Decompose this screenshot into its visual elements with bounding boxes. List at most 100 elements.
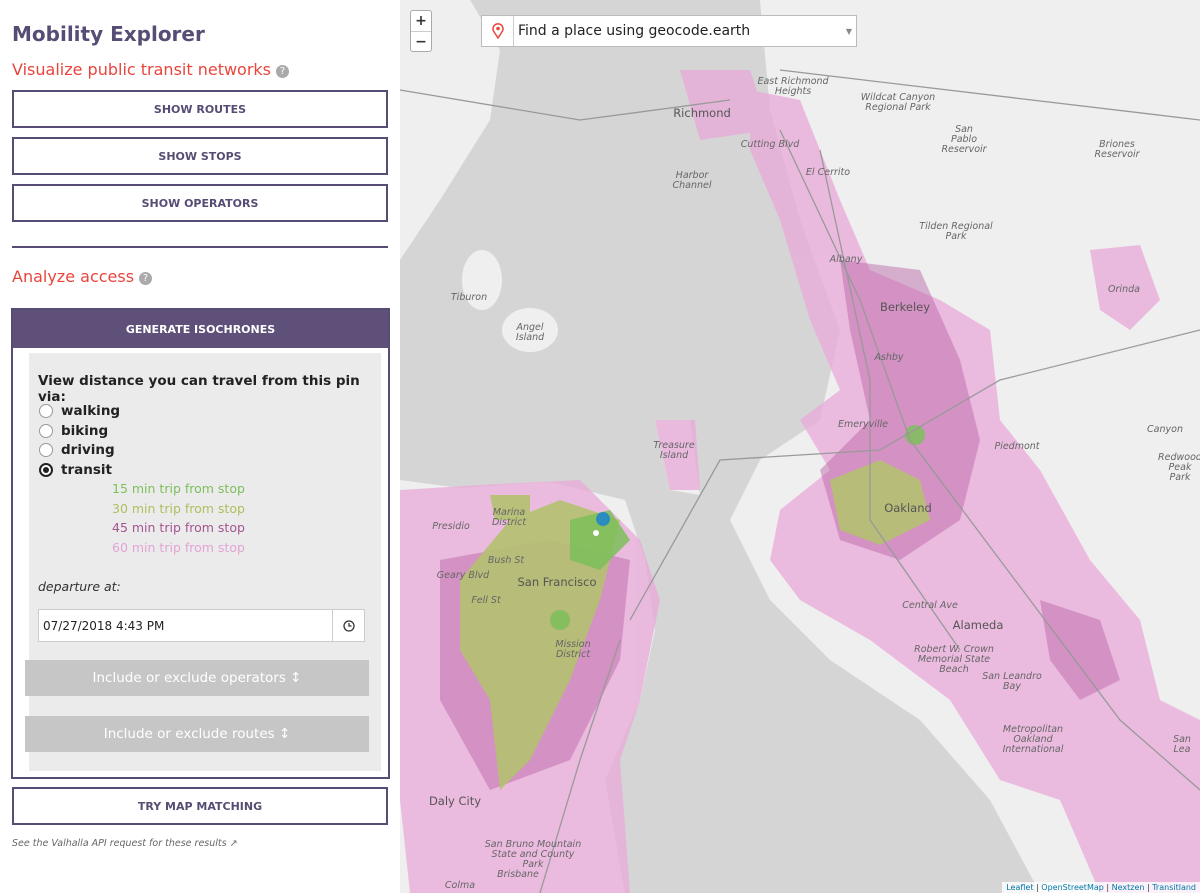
map-label: San Leandro Bay [982, 671, 1042, 692]
caret: ▼ [845, 26, 852, 36]
map-label: Briones Reservoir [1094, 139, 1140, 160]
departure-label: departure at: [38, 579, 121, 594]
legend-item: 30 min trip from stop [112, 500, 245, 516]
filter-button[interactable]: Include or exclude routes ↕ [25, 716, 369, 752]
attribution-link[interactable]: Nextzen [1111, 883, 1145, 892]
map-label: Colma [444, 880, 476, 891]
filter-button[interactable]: Include or exclude operators ↕ [25, 660, 369, 696]
map-label: Bush St [487, 555, 525, 566]
map-label: Cutting Blvd [740, 139, 800, 150]
mode-label: biking [61, 422, 109, 439]
mode-label: driving [61, 442, 115, 458]
section-heading: Analyze access? [12, 267, 153, 286]
map-label: Geary Blvd [436, 570, 490, 581]
zoom-out[interactable]: − [411, 31, 431, 51]
map-label: Redwood Peak Park [1158, 452, 1200, 483]
mode-option[interactable]: walking [39, 403, 120, 419]
map-label: Robert W. Crown Memorial State Beach [914, 644, 994, 675]
map-label: Angel Island [515, 322, 545, 343]
search-box[interactable]: Find a place using geocode.earth ▼ [481, 15, 857, 47]
search-placeholder: Find a place using geocode.earth [518, 23, 751, 39]
mode-label: transit [61, 461, 112, 478]
radio[interactable] [39, 462, 53, 477]
isochrone-panel: GENERATE ISOCHRONES View distance you ca… [11, 308, 390, 779]
map-label: Albany [829, 254, 863, 265]
map[interactable]: + − Find a place using geocode.earth ▼ Ric… [400, 0, 1200, 893]
legend-item: 60 min trip from stop [112, 539, 245, 555]
nav-button[interactable]: SHOW ROUTES [12, 90, 388, 128]
map-label: San Lea [1173, 734, 1191, 755]
map-label: Berkeley [879, 300, 931, 314]
panel-header[interactable]: GENERATE ISOCHRONES [13, 310, 388, 348]
footnote[interactable]: See the Valhalla API request for these r… [12, 838, 238, 849]
map-label: Treasure Island [653, 440, 695, 461]
mode-label: walking [61, 403, 121, 419]
map-label: Marina District [491, 507, 527, 528]
legend-item: 15 min trip from stop [112, 481, 245, 496]
map-label: Tiburon [450, 292, 488, 303]
location-pin[interactable] [593, 512, 611, 540]
radio[interactable] [39, 423, 53, 438]
mode-option[interactable]: driving [39, 442, 115, 458]
zoom-control: + − [410, 10, 432, 52]
map-label: San Bruno Mountain State and County Park [484, 839, 582, 870]
separator: | [1144, 883, 1153, 892]
departure-value: 07/27/2018 4:43 PM [43, 619, 165, 633]
map-label: Metropolitan Oakland International [1002, 724, 1064, 755]
map-label: San Pablo Reservoir [941, 124, 987, 155]
map-label: Orinda [1108, 284, 1140, 295]
mode-option[interactable]: biking [39, 423, 108, 439]
map-label: Presidio [432, 521, 470, 532]
map-label: Piedmont [994, 441, 1040, 452]
attribution-link[interactable]: Transitland [1152, 883, 1196, 892]
map-label: Alameda [952, 618, 1004, 632]
sidebar: Mobility Explorer Visualize public trans… [0, 0, 400, 893]
zoom-in[interactable]: + [415, 13, 427, 29]
nav-button[interactable]: SHOW STOPS [12, 137, 388, 175]
roads [400, 69, 1200, 893]
map-label: Daly City [428, 794, 482, 808]
radio[interactable] [39, 443, 53, 457]
map-label: Tilden Regional Park [919, 221, 993, 242]
footnote-text: See the Valhalla API request for these r… [12, 838, 227, 849]
clock [342, 619, 355, 632]
heading-text: Analyze access [12, 267, 135, 286]
attribution-link[interactable]: OpenStreetMap [1041, 883, 1104, 892]
map-label: Brisbane [497, 869, 539, 880]
map-label: East Richmond Heights [757, 76, 829, 97]
help-icon[interactable]: ? [276, 65, 290, 78]
isochrone-30 [460, 460, 930, 790]
map-label: Mission District [555, 639, 591, 660]
legend-item: 45 min trip from stop [112, 520, 245, 535]
search-pin-icon [482, 16, 514, 46]
map-label: Canyon [1147, 424, 1183, 435]
map-label: Harbor Channel [672, 170, 712, 191]
mode-option[interactable]: transit [39, 462, 112, 478]
map-label: Emeryville [837, 419, 889, 430]
map-label: Ashby [874, 352, 904, 363]
map-label: Oakland [884, 501, 932, 515]
separator: | [1033, 883, 1042, 892]
map-label: Fell St [471, 595, 501, 606]
section-heading: Visualize public transit networks? [12, 60, 290, 79]
map-label: Central Ave [902, 600, 958, 611]
map-tiles [400, 0, 1200, 893]
clock-icon[interactable] [332, 610, 364, 641]
map-label: San Francisco [517, 575, 597, 589]
divider [12, 246, 388, 248]
separator: | [1103, 883, 1112, 892]
attribution-link[interactable]: Leaflet [1006, 883, 1034, 892]
nav-button[interactable]: SHOW OPERATORS [12, 184, 388, 222]
map-label: Richmond [673, 106, 731, 120]
isochrone-15 [550, 425, 925, 630]
map-matching-button[interactable]: TRY MAP MATCHING [12, 787, 388, 825]
panel-body: View distance you can travel from this p… [25, 353, 381, 771]
app-title: Mobility Explorer [12, 22, 205, 46]
radio[interactable] [39, 404, 53, 418]
heading-text: Visualize public transit networks [12, 60, 272, 79]
departure-input[interactable]: 07/27/2018 4:43 PM [38, 609, 365, 642]
attribution: Leaflet | OpenStreetMap | Nextzen | Tran… [1002, 882, 1200, 893]
help-icon[interactable]: ? [139, 272, 153, 285]
map-label: Wildcat Canyon Regional Park [860, 92, 936, 113]
